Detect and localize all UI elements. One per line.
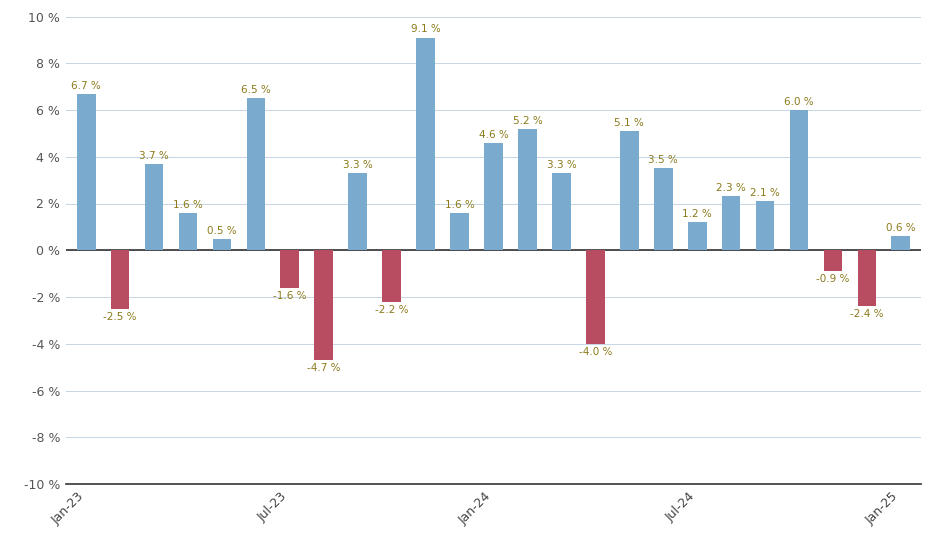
Text: 5.2 %: 5.2 % bbox=[512, 116, 542, 125]
Text: -2.2 %: -2.2 % bbox=[375, 305, 408, 315]
Bar bbox=[654, 168, 672, 250]
Bar bbox=[688, 222, 707, 250]
Bar bbox=[891, 236, 910, 250]
Bar bbox=[620, 131, 638, 250]
Text: -0.9 %: -0.9 % bbox=[816, 274, 850, 284]
Bar bbox=[77, 94, 96, 250]
Text: 6.5 %: 6.5 % bbox=[241, 85, 271, 95]
Text: -2.4 %: -2.4 % bbox=[850, 310, 884, 320]
Text: -4.0 %: -4.0 % bbox=[579, 347, 612, 357]
Text: 1.2 %: 1.2 % bbox=[682, 209, 712, 219]
Bar bbox=[790, 110, 808, 250]
Bar bbox=[416, 37, 435, 250]
Bar bbox=[179, 213, 197, 250]
Bar bbox=[518, 129, 537, 250]
Text: 2.1 %: 2.1 % bbox=[750, 188, 780, 198]
Bar bbox=[552, 173, 571, 250]
Bar bbox=[145, 164, 164, 250]
Text: 4.6 %: 4.6 % bbox=[478, 130, 509, 140]
Text: 0.6 %: 0.6 % bbox=[886, 223, 916, 233]
Text: -1.6 %: -1.6 % bbox=[274, 291, 306, 301]
Text: -4.7 %: -4.7 % bbox=[307, 363, 340, 373]
Text: 3.5 %: 3.5 % bbox=[649, 156, 678, 166]
Bar bbox=[315, 250, 333, 360]
Bar bbox=[246, 98, 265, 250]
Bar bbox=[212, 239, 231, 250]
Bar bbox=[111, 250, 130, 309]
Bar bbox=[349, 173, 367, 250]
Text: 6.7 %: 6.7 % bbox=[71, 81, 101, 91]
Text: 2.3 %: 2.3 % bbox=[716, 184, 746, 194]
Text: 6.0 %: 6.0 % bbox=[784, 97, 814, 107]
Bar bbox=[823, 250, 842, 271]
Bar bbox=[450, 213, 469, 250]
Text: 5.1 %: 5.1 % bbox=[615, 118, 644, 128]
Bar bbox=[586, 250, 604, 344]
Text: 9.1 %: 9.1 % bbox=[411, 25, 441, 35]
Text: 3.7 %: 3.7 % bbox=[139, 151, 169, 161]
Bar bbox=[722, 196, 741, 250]
Text: 3.3 %: 3.3 % bbox=[343, 160, 372, 170]
Bar bbox=[383, 250, 401, 301]
Bar bbox=[857, 250, 876, 306]
Bar bbox=[484, 143, 503, 250]
Text: -2.5 %: -2.5 % bbox=[103, 312, 137, 322]
Bar bbox=[756, 201, 775, 250]
Text: 1.6 %: 1.6 % bbox=[173, 200, 203, 210]
Text: 1.6 %: 1.6 % bbox=[445, 200, 475, 210]
Bar bbox=[280, 250, 299, 288]
Text: 3.3 %: 3.3 % bbox=[546, 160, 576, 170]
Text: 0.5 %: 0.5 % bbox=[207, 226, 237, 235]
